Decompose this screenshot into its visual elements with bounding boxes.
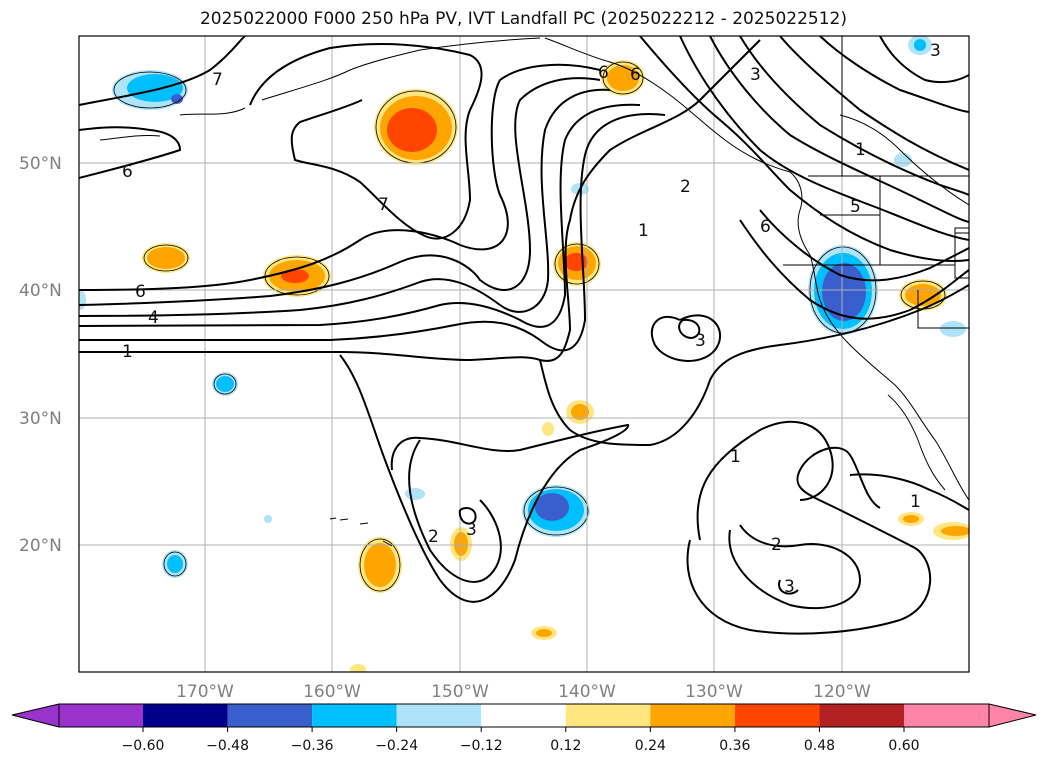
colorbar-bin — [59, 704, 143, 727]
colorbar-bin — [312, 704, 397, 727]
neg-anomaly — [264, 515, 272, 523]
neg-anomaly — [894, 153, 912, 167]
pos-anomaly — [147, 247, 185, 269]
pos-anomaly — [454, 532, 468, 556]
colorbar-tick-label: −0.12 — [460, 738, 503, 754]
contour-label: 6 — [630, 65, 641, 85]
colorbar-tick-label: −0.60 — [122, 738, 165, 754]
pos-anomaly — [364, 543, 396, 587]
colorbar-bin — [227, 704, 313, 727]
colorbar-tick-label: 0.48 — [804, 738, 835, 754]
neg-anomaly — [216, 376, 234, 392]
neg-anomaly — [167, 555, 183, 573]
neg-anomaly — [127, 74, 183, 102]
contour-label: 6 — [122, 162, 133, 182]
contour-label: 3 — [784, 577, 795, 597]
pos-anomaly — [903, 515, 919, 523]
longitude-labels: 170°W 160°W 150°W 140°W 130°W 120°W — [176, 682, 871, 702]
neg-anomaly — [79, 290, 86, 310]
lon-tick-label: 120°W — [813, 682, 871, 702]
lon-tick-label: 140°W — [558, 682, 616, 702]
colorbar-tick-label: 0.24 — [635, 738, 666, 754]
neg-anomaly — [940, 321, 966, 337]
contour-label: 3 — [930, 41, 941, 61]
neg-anomaly — [822, 263, 866, 321]
colorbar-bin — [396, 704, 482, 727]
lat-tick-label: 50°N — [19, 154, 62, 174]
contour-label: 5 — [850, 197, 861, 217]
contour-label: 3 — [695, 331, 706, 351]
colorbar-bin — [734, 704, 820, 727]
coastlines — [99, 36, 969, 547]
neg-anomaly — [171, 94, 183, 104]
contour-label: 6 — [598, 63, 609, 83]
pv-contours — [79, 36, 969, 635]
colorbar-tick-label: −0.24 — [375, 738, 418, 754]
lat-tick-label: 30°N — [19, 409, 62, 429]
lon-tick-label: 130°W — [685, 682, 743, 702]
colorbar-tick-label: 0.12 — [550, 738, 581, 754]
colorbar-bin — [819, 704, 904, 727]
contour-label: 3 — [750, 65, 761, 85]
lon-tick-label: 170°W — [176, 682, 234, 702]
colorbar-extend-left — [12, 704, 59, 727]
pos-anomaly — [536, 629, 552, 637]
shaded-anomalies — [79, 36, 969, 672]
contour-label: 1 — [122, 342, 133, 362]
neg-anomaly — [405, 488, 425, 500]
pos-anomaly — [564, 253, 588, 271]
contour-label: 3 — [466, 520, 477, 540]
colorbar-bin — [904, 704, 989, 727]
colorbar-frame — [58, 703, 990, 728]
lat-tick-label: 20°N — [19, 536, 62, 556]
contour-label: 2 — [771, 535, 782, 555]
latitude-labels: 50°N 40°N 30°N 20°N — [19, 154, 62, 556]
map-background — [79, 36, 969, 672]
pos-anomaly — [607, 65, 639, 91]
neg-anomaly — [914, 39, 926, 51]
contour-label: 1 — [730, 447, 741, 467]
colorbar-tick-label: −0.48 — [206, 738, 249, 754]
contour-label: 4 — [148, 308, 159, 328]
contour-label: 7 — [378, 195, 389, 215]
lon-tick-label: 150°W — [431, 682, 489, 702]
contour-label: 1 — [855, 140, 866, 160]
figure-title: 2025022000 F000 250 hPa PV, IVT Landfall… — [199, 9, 847, 29]
contour-label: 6 — [135, 282, 146, 302]
pos-anomaly — [350, 664, 366, 672]
contour-label: 2 — [680, 177, 691, 197]
map-frame — [78, 35, 970, 673]
pos-anomaly — [571, 404, 589, 420]
colorbar-bin — [650, 704, 735, 727]
colorbar-bin — [143, 704, 228, 727]
contour-label: 1 — [638, 221, 649, 241]
lat-tick-label: 40°N — [19, 281, 62, 301]
colorbar-tick-label: 0.36 — [719, 738, 750, 754]
contour-label: 2 — [428, 527, 439, 547]
contour-labels: 7 6 6 4 1 7 2 1 3 3 1 2 3 1 1 6 5 6 2 3 … — [122, 41, 941, 597]
lon-tick-label: 160°W — [303, 682, 361, 702]
contour-label: 1 — [910, 492, 921, 512]
neg-anomaly — [535, 493, 569, 521]
contour-label: 7 — [212, 70, 223, 90]
colorbar-tick-label: −0.36 — [291, 738, 334, 754]
colorbar-extend-right — [989, 704, 1036, 727]
contour-label: 6 — [760, 217, 771, 237]
pos-anomaly — [941, 526, 969, 536]
colorbar-bin — [481, 704, 566, 727]
pos-anomaly — [542, 422, 554, 436]
colorbar-tick-label: 0.60 — [888, 738, 919, 754]
pos-anomaly — [387, 108, 437, 152]
pos-anomaly — [281, 269, 309, 283]
colorbar-bin — [565, 704, 651, 727]
colorbar: −0.60 −0.48 −0.36 −0.24 −0.12 0.12 0.24 0.36 0.4… — [11, 703, 1037, 754]
